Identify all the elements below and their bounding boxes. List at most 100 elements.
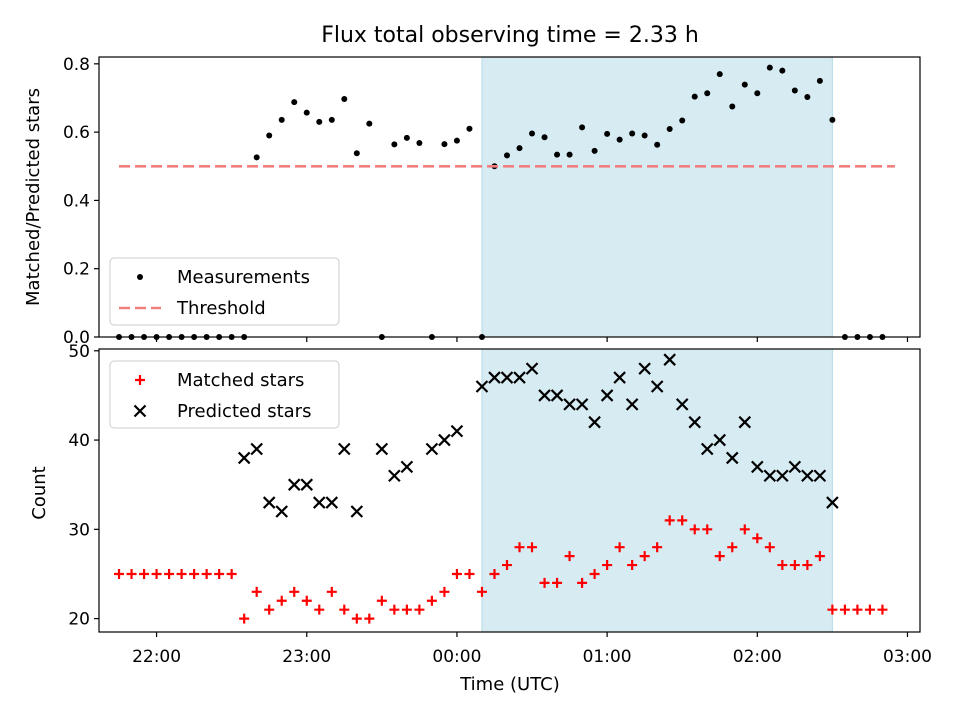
data-point [675, 398, 689, 411]
bottom-panel: 20 30 40 50 22:00 23:00 00:00 01:00 02:00 03:00 Ma… [68, 342, 932, 667]
legend-label: Measurements [177, 267, 310, 288]
data-point [400, 460, 414, 474]
data-point [389, 604, 400, 615]
data-point [614, 542, 625, 553]
data-point [604, 130, 611, 137]
data-point [641, 132, 648, 139]
data-point [616, 136, 623, 143]
data-point [541, 134, 548, 141]
data-point [639, 551, 650, 562]
data-point [516, 145, 523, 152]
data-point [353, 150, 360, 157]
data-point [839, 604, 850, 615]
data-point [376, 595, 387, 606]
data-point [554, 151, 561, 158]
data-point [704, 90, 711, 97]
data-point [677, 515, 688, 526]
data-point [766, 64, 773, 71]
data-point [451, 568, 462, 579]
data-point [539, 577, 550, 588]
data-point [826, 496, 839, 509]
data-point [727, 542, 738, 553]
data-point [654, 141, 661, 148]
data-point [312, 496, 326, 509]
top-panel: 0.0 0.2 0.4 0.6 0.8 Measurements Threshold [63, 55, 921, 348]
data-point [814, 551, 825, 562]
data-point [339, 604, 350, 615]
data-point [751, 460, 764, 474]
data-point [475, 380, 489, 393]
x-tick-label: 03:00 [883, 647, 932, 667]
data-point [425, 442, 439, 456]
data-point [264, 604, 275, 615]
data-point [139, 568, 150, 579]
data-point [877, 604, 888, 615]
data-point [563, 398, 576, 411]
series-matched-stars [114, 515, 888, 624]
data-point [852, 604, 863, 615]
data-point [501, 560, 512, 571]
data-point [251, 586, 262, 597]
data-point [126, 568, 137, 579]
legend-label: Predicted stars [177, 401, 311, 422]
top-y-axis-label: Matched/Predicted stars [23, 88, 44, 306]
data-point [328, 116, 335, 123]
series-predicted-stars [237, 353, 839, 518]
data-point [514, 542, 525, 553]
data-point [864, 604, 875, 615]
data-point [375, 442, 389, 456]
data-point [627, 560, 638, 571]
data-point [763, 469, 777, 483]
data-point [776, 469, 789, 483]
data-point [764, 542, 775, 553]
legend-box [109, 257, 340, 326]
data-point [403, 134, 410, 141]
data-point [650, 380, 664, 393]
data-point [250, 442, 263, 456]
data-point [802, 560, 813, 571]
data-point [666, 126, 673, 133]
data-point [829, 116, 836, 123]
data-point [788, 460, 802, 474]
data-point [401, 604, 412, 615]
data-point [450, 424, 464, 438]
data-point [702, 524, 713, 535]
data-point [341, 96, 348, 102]
y-tick-label: 40 [68, 431, 90, 451]
data-point [741, 81, 748, 88]
data-point [652, 542, 663, 553]
data-point [488, 371, 501, 384]
data-point [441, 141, 448, 148]
y-tick-label: 30 [68, 520, 90, 540]
data-point [777, 560, 788, 571]
data-point [801, 469, 814, 483]
data-point [789, 560, 800, 571]
axes-frame [98, 56, 921, 338]
data-point [391, 141, 398, 148]
x-tick-label: 23:00 [282, 647, 331, 667]
data-point [550, 389, 564, 402]
data-point [689, 524, 700, 535]
data-point [291, 99, 298, 106]
data-point [326, 586, 337, 597]
data-point [253, 154, 260, 161]
data-point [237, 451, 251, 465]
data-point [489, 568, 500, 579]
data-point [364, 613, 375, 624]
figure-title: Flux total observing time = 2.33 h [321, 23, 699, 48]
data-point [664, 515, 675, 526]
legend-label: Matched stars [177, 370, 304, 391]
data-point [214, 568, 225, 579]
data-point [566, 151, 573, 158]
data-point [663, 353, 676, 366]
data-point [588, 415, 601, 429]
data-point [602, 560, 613, 571]
x-tick-label: 02:00 [733, 647, 782, 667]
data-point [316, 118, 323, 125]
legend: Matched stars Predicted stars [109, 360, 340, 429]
data-point [804, 93, 811, 100]
data-point [552, 577, 563, 588]
data-point [466, 125, 473, 132]
x-tick-label: 01:00 [583, 647, 632, 667]
bottom-y-axis-label: Count [29, 466, 50, 519]
